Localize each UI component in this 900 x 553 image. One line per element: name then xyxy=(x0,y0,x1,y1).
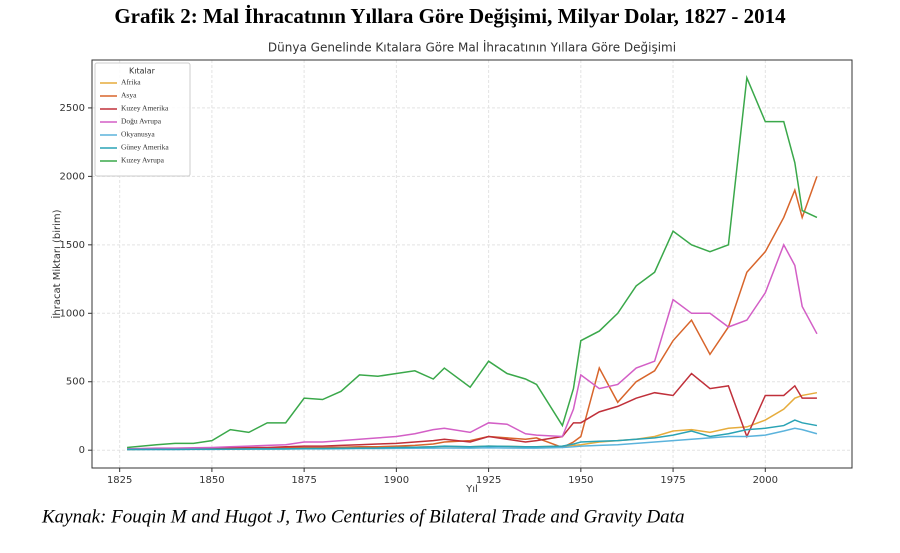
grid: 1825 1850 1875 1900 1925 1950 1975 2000 0 500 1000… xyxy=(60,60,852,486)
y-axis-label: İhracat Miktarı (birim) xyxy=(50,209,63,318)
x-tick-label: 1875 xyxy=(291,475,316,486)
x-tick-label: 1825 xyxy=(107,475,132,486)
legend-label: Kuzey Amerika xyxy=(121,104,169,113)
chart-title: Dünya Genelinde Kıtalara Göre Mal İhraca… xyxy=(268,40,676,55)
series-line xyxy=(126,74,818,449)
x-tick-label: 1925 xyxy=(476,475,501,486)
heading: Grafik 2: Mal İhracatının Yıllara Göre D… xyxy=(114,4,786,28)
plot-frame xyxy=(91,59,853,469)
y-tick-label: 1500 xyxy=(60,240,85,251)
legend-label: Güney Amerika xyxy=(121,143,169,152)
series-line xyxy=(127,372,817,450)
series-line xyxy=(127,243,818,450)
x-tick-label: 1900 xyxy=(384,475,409,486)
x-tick-label: 1975 xyxy=(660,475,685,486)
y-tick-label: 2500 xyxy=(60,103,85,114)
x-tick-label: 2000 xyxy=(753,475,778,486)
y-tick-label: 0 xyxy=(79,445,85,456)
legend-label: Doğu Avrupa xyxy=(121,117,162,126)
legend-label: Kuzey Avrupa xyxy=(121,156,165,165)
legend: Kıtalar Afrika Asya Kuzey Amerika Doğu Avrup… xyxy=(94,62,191,177)
x-axis-label: Yıl xyxy=(465,484,478,495)
legend-box xyxy=(94,62,191,177)
legend-label: Okyanusya xyxy=(121,130,155,139)
source-note: Kaynak: Fouqin M and Hugot J, Two Centur… xyxy=(41,506,684,527)
series-line xyxy=(127,176,818,450)
y-tick-label: 1000 xyxy=(60,308,85,319)
x-tick-label: 1950 xyxy=(568,475,593,486)
legend-title: Kıtalar xyxy=(129,67,156,76)
y-tick-label: 2000 xyxy=(60,171,85,182)
legend-label: Afrika xyxy=(121,78,141,87)
legend-label: Asya xyxy=(121,91,137,100)
y-tick-label: 500 xyxy=(66,377,85,388)
series-line xyxy=(127,419,818,451)
x-tick-label: 1850 xyxy=(199,475,224,486)
plot xyxy=(126,74,818,451)
